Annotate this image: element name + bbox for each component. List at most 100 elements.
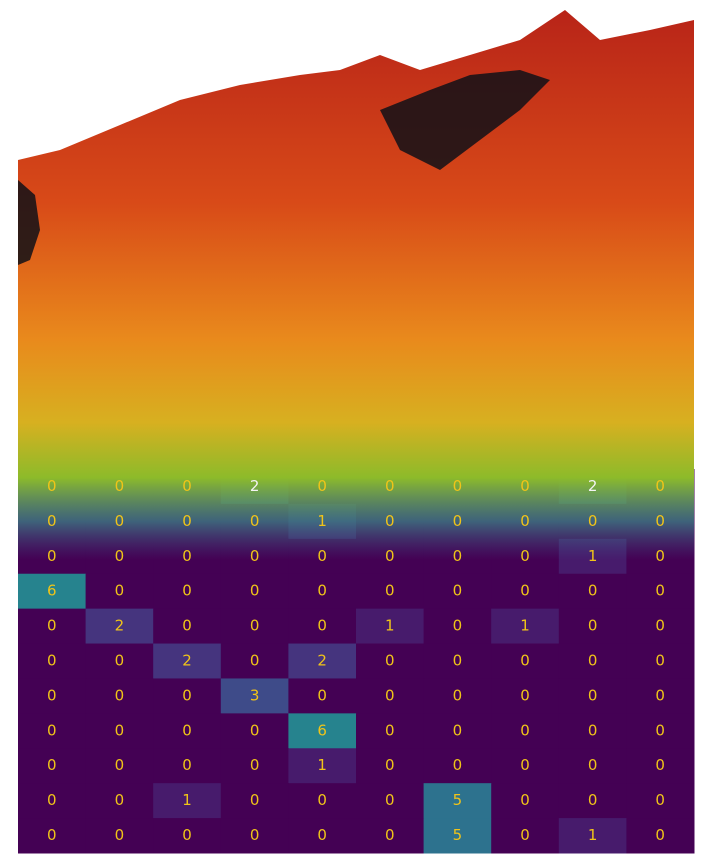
cell-label: 0 xyxy=(520,477,530,495)
cell xyxy=(220,643,289,679)
cell xyxy=(153,678,222,714)
cell-label: 0 xyxy=(385,582,395,600)
cell-label: 0 xyxy=(317,477,327,495)
cell-label: 0 xyxy=(250,721,260,739)
cell-label: 0 xyxy=(520,547,530,565)
cell xyxy=(153,713,222,749)
cell-label: 0 xyxy=(655,721,665,739)
cell-label: 0 xyxy=(47,756,57,774)
cell-label: 0 xyxy=(453,721,463,739)
cell xyxy=(153,748,222,784)
cell xyxy=(423,643,492,679)
cell-label: 0 xyxy=(655,791,665,809)
cell xyxy=(491,643,560,679)
cell-label: 2 xyxy=(317,652,327,670)
cell-label: 0 xyxy=(250,756,260,774)
cell xyxy=(423,573,492,610)
cell xyxy=(220,783,289,819)
cell-label: 0 xyxy=(520,826,530,844)
cell-label: 2 xyxy=(182,652,192,670)
cell xyxy=(85,748,154,784)
cell-label: 0 xyxy=(250,826,260,844)
cell-label: 0 xyxy=(182,547,192,565)
cell-label: 0 xyxy=(588,617,598,635)
cell xyxy=(18,608,87,645)
cell-label: 1 xyxy=(588,826,598,844)
cell xyxy=(153,818,222,854)
cell-label: 1 xyxy=(317,512,327,530)
decorative-dark-patch xyxy=(380,70,550,170)
cell xyxy=(491,573,560,610)
cell xyxy=(18,713,87,749)
cell-label: 0 xyxy=(250,617,260,635)
cell-label: 0 xyxy=(47,617,57,635)
cell xyxy=(423,608,492,645)
cell xyxy=(85,783,154,819)
cell-label: 0 xyxy=(115,756,125,774)
cell-label: 0 xyxy=(115,582,125,600)
cell-label: 0 xyxy=(317,582,327,600)
cell xyxy=(356,748,425,784)
cell xyxy=(288,713,357,749)
heatmap-labels: 0 0 0 2 0 0 0 0 2 0 0 0 0 0 1 0 0 0 0 0 0 0 0 0 0 0 0 0 1 0 6 0 0 0 0 0 0 0 0 0… xyxy=(47,477,665,844)
cell xyxy=(356,783,425,819)
cell-label: 0 xyxy=(317,791,327,809)
cell xyxy=(558,713,627,749)
cell-label: 0 xyxy=(385,512,395,530)
cell xyxy=(220,713,289,749)
cell-label: 0 xyxy=(520,791,530,809)
cell-label: 0 xyxy=(655,686,665,704)
cell xyxy=(423,678,492,714)
cell-label: 3 xyxy=(250,686,260,704)
cell-label: 0 xyxy=(655,617,665,635)
cell xyxy=(153,573,222,610)
cell-label: 0 xyxy=(385,721,395,739)
cell-label: 1 xyxy=(520,617,530,635)
cell xyxy=(85,818,154,854)
cell-label: 0 xyxy=(115,686,125,704)
cell xyxy=(220,818,289,854)
cell xyxy=(356,678,425,714)
cell xyxy=(558,643,627,679)
cell-label: 0 xyxy=(385,791,395,809)
cell-label: 0 xyxy=(588,791,598,809)
cell xyxy=(356,818,425,854)
cell-label: 6 xyxy=(317,721,327,739)
cell-label: 0 xyxy=(385,652,395,670)
cell xyxy=(85,643,154,679)
cell-label: 0 xyxy=(520,721,530,739)
cell-label: 0 xyxy=(588,512,598,530)
cell xyxy=(288,678,357,714)
cell-label: 0 xyxy=(317,826,327,844)
cell xyxy=(626,643,695,679)
cell xyxy=(558,678,627,714)
cell xyxy=(356,608,425,645)
cell-label: 0 xyxy=(520,756,530,774)
cell-label: 0 xyxy=(655,756,665,774)
cell xyxy=(288,818,357,854)
cell-label: 0 xyxy=(115,721,125,739)
cell-label: 0 xyxy=(115,512,125,530)
cell xyxy=(626,818,695,854)
cell xyxy=(18,783,87,819)
cell-label: 0 xyxy=(655,652,665,670)
cell-label: 0 xyxy=(115,547,125,565)
cell-label: 0 xyxy=(47,791,57,809)
cell-label: 2 xyxy=(588,477,598,495)
cell xyxy=(423,783,492,819)
cell-label: 1 xyxy=(182,791,192,809)
cell-label: 0 xyxy=(588,582,598,600)
cell-label: 0 xyxy=(115,826,125,844)
cell-label: 0 xyxy=(520,582,530,600)
cell-label: 0 xyxy=(115,791,125,809)
cell-label: 0 xyxy=(250,791,260,809)
cell-label: 0 xyxy=(182,686,192,704)
cell-label: 0 xyxy=(520,512,530,530)
cell xyxy=(85,678,154,714)
cell-label: 0 xyxy=(453,686,463,704)
cell xyxy=(85,608,154,645)
cell-label: 0 xyxy=(655,512,665,530)
cell-label: 0 xyxy=(250,582,260,600)
